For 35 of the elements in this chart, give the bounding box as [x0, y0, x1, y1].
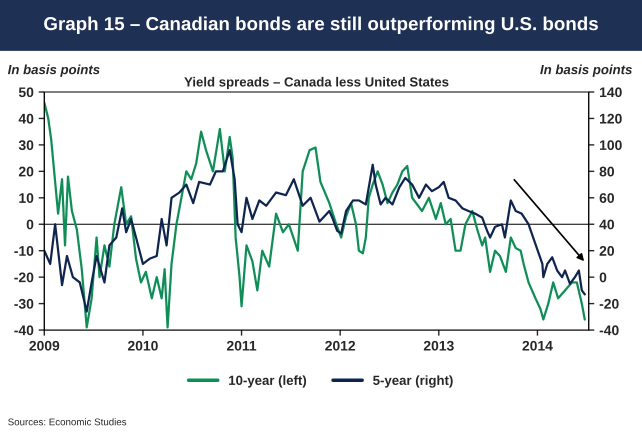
y-tick-label: 0 — [26, 220, 34, 230]
y2-tick-label: -40 — [600, 325, 619, 336]
y2-tick-label: 100 — [600, 140, 622, 150]
y2-axis-title: In basis points — [540, 64, 632, 77]
y-tick-label: 30 — [18, 140, 34, 150]
y-tick-label: -10 — [14, 246, 34, 256]
y2-tick-label: 60 — [600, 193, 614, 203]
x-tick-label: 2011 — [226, 340, 256, 351]
line-series — [44, 149, 586, 313]
y2-tick-label: 140 — [600, 87, 622, 98]
legend-label: 10-year (left) — [229, 375, 306, 388]
legend-label: 5-year (right) — [373, 375, 453, 388]
y2-tick-label: -20 — [600, 298, 619, 309]
y2-tick-label: 0 — [600, 272, 606, 282]
y-tick-label: -40 — [14, 325, 34, 336]
y-tick-label: -20 — [14, 272, 34, 282]
y-tick-label: 10 — [19, 193, 34, 203]
chart-subtitle: Yield spreads – Canada less United States — [184, 76, 448, 90]
y-tick-label: 40 — [18, 114, 34, 124]
x-tick-label: 2010 — [128, 340, 158, 351]
x-tick-label: 2012 — [325, 340, 356, 351]
y-tick-label: 50 — [18, 87, 34, 98]
y2-tick-label: 120 — [600, 114, 622, 124]
source-note: Sources: Economic Studies — [8, 418, 126, 426]
x-tick-label: 2014 — [522, 340, 553, 351]
y-tick-label: 20 — [18, 166, 34, 177]
y-tick-label: -30 — [14, 298, 34, 309]
y2-tick-label: 40 — [599, 220, 614, 230]
x-tick-label: 2009 — [29, 340, 60, 351]
x-tick-label: 2013 — [424, 340, 454, 351]
y2-tick-label: 20 — [600, 246, 614, 256]
y-axis-title: In basis points — [8, 64, 100, 77]
y2-tick-label: 80 — [600, 166, 614, 177]
chart-title: Graph 15 – Canadian bonds are still outperforming U.S. bonds — [44, 16, 598, 34]
line-series — [44, 101, 586, 329]
